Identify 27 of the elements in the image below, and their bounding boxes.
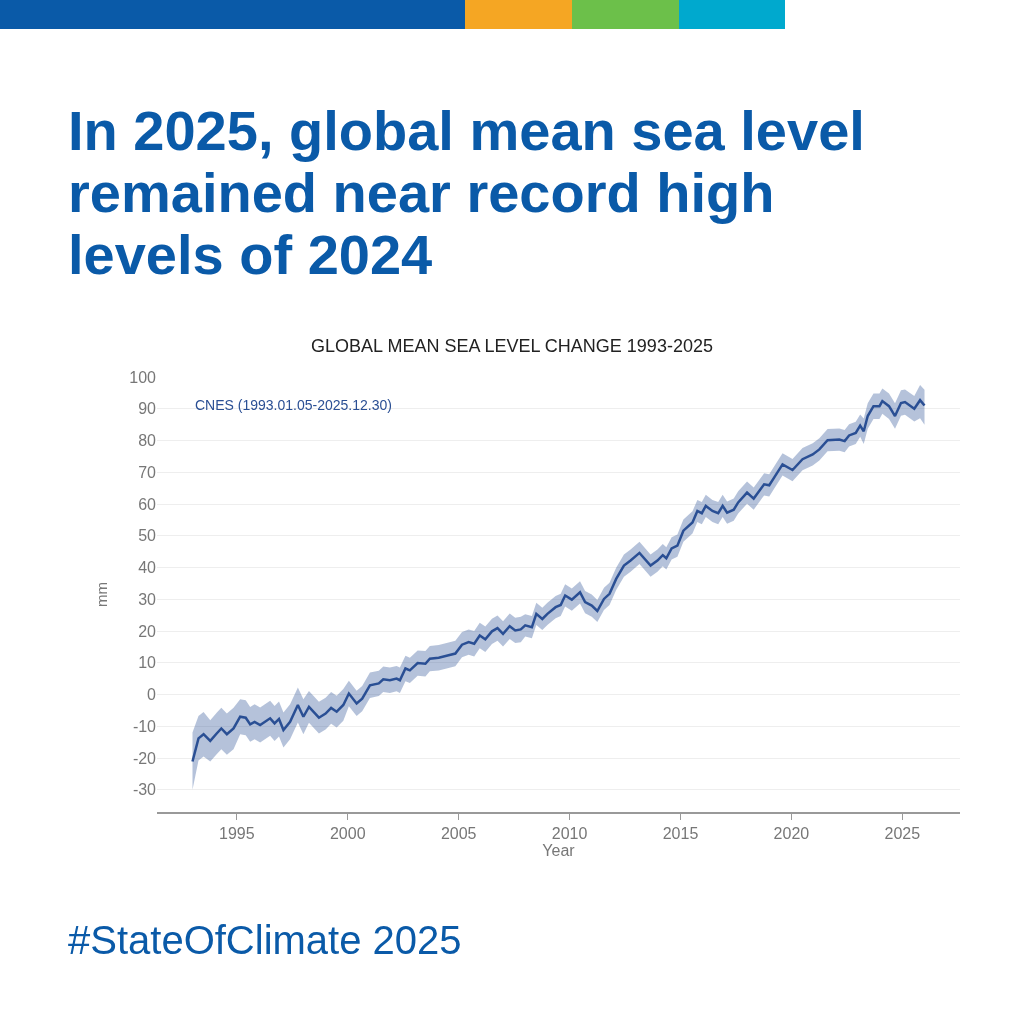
text: CNES (1993.01.05-2025.12.30): [195, 397, 392, 413]
y-tick-label: 40: [138, 559, 157, 577]
x-axis-title: Year: [542, 842, 576, 860]
y-tick-label: 90: [138, 400, 157, 418]
y-tick-label: 50: [138, 527, 157, 545]
y-tick-label: 80: [138, 432, 157, 450]
y-tick-label: 60: [138, 495, 157, 513]
x-tick-label: 2020: [773, 825, 810, 843]
y-tick-label: 10: [138, 654, 157, 672]
y-axis-title: mm: [92, 582, 110, 607]
y-tick-label: -30: [132, 781, 157, 799]
x-tick-label: 2015: [662, 825, 699, 843]
y-tick-label: 100: [129, 368, 157, 386]
x-tick-label: 1995: [219, 825, 255, 843]
y-tick-label: 70: [138, 463, 157, 481]
x-tick-label: 2025: [884, 825, 921, 843]
x-tick-label: 2005: [440, 825, 477, 843]
y-tick-label: 30: [138, 590, 157, 608]
y-tick-label: -20: [132, 749, 157, 767]
x-tick-label: 2010: [551, 825, 588, 843]
y-tick-label: -10: [132, 717, 157, 735]
text: #StateOfClimate 2025: [68, 918, 462, 963]
chart-title: In 2025, global mean sea level remained near record high levels of 2024: [68, 99, 866, 286]
y-tick-label: 20: [138, 622, 157, 640]
x-tick-label: 2000: [329, 825, 366, 843]
y-tick-label: 0: [147, 686, 157, 704]
chart-subtitle: GLOBAL MEAN SEA LEVEL CHANGE 1993-2025: [311, 336, 713, 357]
